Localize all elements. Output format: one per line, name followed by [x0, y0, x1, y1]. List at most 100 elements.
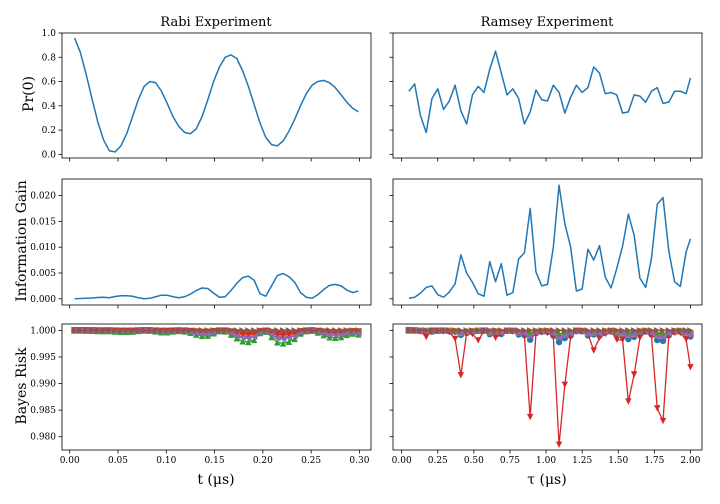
ramsey-bayes-risk-marker — [405, 327, 413, 334]
ramsey-bayes-risk-x-tick-label: 0.75 — [500, 456, 520, 466]
rabi-bayes-risk-marker — [221, 327, 229, 334]
ramsey-bayes-risk-marker — [417, 327, 424, 334]
ramsey-bayes-risk-marker — [687, 331, 694, 338]
rabi-bayes-risk-marker — [239, 338, 246, 345]
rabi-bayes-risk-y-tick-label: 0.980 — [30, 433, 56, 443]
ramsey-pr0-series-line — [408, 50, 692, 134]
ramsey-bayes-risk-series-line — [408, 329, 692, 445]
ramsey-bayes-risk-marker — [596, 330, 603, 338]
rabi-bayes-risk-marker — [326, 334, 333, 341]
rabi-bayes-risk-marker — [326, 327, 333, 334]
ramsey-bayes-risk-marker — [561, 327, 569, 334]
rabi-bayes-risk-marker — [88, 327, 96, 334]
ramsey-bayes-risk-marker — [532, 327, 540, 334]
ramsey-bayes-risk-marker — [665, 330, 672, 337]
ramsey-bayes-risk-marker — [457, 372, 465, 379]
ramsey-bayes-risk-x-tick-label: 1.00 — [536, 456, 556, 466]
rabi-bayes-risk-marker — [274, 335, 281, 342]
info-gain-axis-label: Information Gain — [14, 180, 30, 302]
ramsey-bayes-risk-frame — [392, 323, 703, 451]
ramsey-bayes-risk-marker — [625, 327, 632, 334]
rabi-pr0-plot-area — [73, 37, 359, 153]
rabi-info-gain-y-tick-label: 0.010 — [30, 243, 56, 253]
rabi-bayes-risk-marker — [337, 327, 345, 334]
rabi-bayes-risk-frame — [61, 323, 372, 451]
rabi-bayes-risk-marker — [198, 327, 206, 334]
rabi-bayes-risk-marker — [71, 327, 78, 334]
ramsey-bayes-risk-marker — [578, 327, 586, 334]
ramsey-bayes-risk-marker — [486, 329, 493, 337]
rabi-bayes-risk-marker — [291, 335, 298, 343]
rabi-bayes-risk-marker — [279, 331, 287, 338]
ramsey-bayes-risk-marker — [521, 327, 528, 334]
ramsey-bayes-risk-x-tick-label: 1.25 — [572, 456, 592, 466]
rabi-bayes-risk-marker — [227, 330, 235, 337]
rabi-bayes-risk-marker — [245, 334, 252, 342]
ramsey-title: Ramsey Experiment — [481, 15, 615, 30]
rabi-bayes-risk-marker — [262, 327, 269, 334]
rabi-bayes-risk-marker — [250, 336, 258, 344]
ramsey-bayes-risk-marker — [682, 336, 690, 343]
ramsey-bayes-risk-marker — [642, 327, 649, 334]
ramsey-bayes-risk-marker — [619, 330, 626, 338]
ramsey-bayes-risk-marker — [555, 441, 563, 448]
rabi-bayes-risk-marker — [123, 327, 130, 334]
ramsey-bayes-risk-plot-area — [405, 327, 694, 448]
ramsey-info-gain-frame — [392, 178, 703, 306]
rabi-info-gain-frame — [61, 178, 372, 306]
ramsey-bayes-risk-marker — [619, 327, 626, 334]
rabi-bayes-risk-marker — [250, 333, 258, 340]
rabi-bayes-risk-marker — [204, 332, 212, 339]
rabi-info-gain-y-tick-label: 0.015 — [30, 217, 56, 227]
ramsey-bayes-risk-marker — [538, 327, 545, 334]
rabi-bayes-risk-marker — [268, 331, 275, 338]
ramsey-bayes-risk-marker — [544, 327, 551, 334]
ramsey-bayes-risk-marker — [590, 329, 597, 337]
ramsey-pr0-frame — [392, 32, 703, 159]
ramsey-bayes-risk-marker — [423, 327, 430, 334]
rabi-bayes-risk-marker — [233, 327, 240, 334]
ramsey-bayes-risk-marker — [521, 330, 528, 337]
ramsey-bayes-risk-marker — [550, 327, 557, 334]
rabi-bayes-risk-x-tick-label: 0.10 — [156, 456, 176, 466]
rabi-pr0-y-tick-label: 1.0 — [42, 29, 57, 39]
rabi-info-gain-y-tick-label: 0.005 — [30, 269, 56, 279]
ramsey-bayes-risk-marker — [607, 327, 615, 334]
ramsey-bayes-risk-marker — [625, 398, 632, 405]
rabi-bayes-risk-marker — [100, 327, 107, 334]
rabi-info-gain-y-tick-label: 0.020 — [30, 192, 56, 202]
ramsey-bayes-risk-x-tick-label: 0.50 — [464, 456, 484, 466]
rabi-bayes-risk-marker — [227, 327, 235, 334]
rabi-bayes-risk-marker — [245, 338, 252, 346]
rabi-bayes-risk-marker — [94, 327, 101, 334]
ramsey-bayes-risk-marker — [654, 333, 661, 341]
ramsey-bayes-risk-x-tick-label: 2.00 — [680, 456, 700, 466]
ramsey-bayes-risk-marker — [492, 334, 499, 342]
rabi-bayes-risk-marker — [274, 339, 281, 346]
rabi-bayes-risk-x-tick-label: 0.25 — [301, 456, 321, 466]
rabi-bayes-risk-marker — [285, 338, 293, 346]
ramsey-bayes-risk-marker — [567, 330, 574, 338]
rabi-bayes-risk-panel: 0.00 0.05 0.10 0.15 0.20 0.25 0.30 0.980 0.985 0.… — [30, 323, 372, 466]
rabi-bayes-risk-marker — [216, 327, 223, 334]
ramsey-bayes-risk-marker — [515, 327, 522, 334]
rabi-bayes-risk-marker — [268, 327, 275, 334]
rabi-bayes-risk-marker — [297, 327, 304, 334]
ramsey-bayes-risk-series-triangle-down — [405, 327, 694, 448]
ramsey-bayes-risk-marker — [440, 327, 447, 334]
ramsey-bayes-risk-marker — [659, 417, 667, 425]
ramsey-bayes-risk-marker — [590, 327, 597, 334]
rabi-bayes-risk-marker — [355, 327, 362, 334]
ramsey-bayes-risk-marker — [659, 327, 667, 334]
rabi-bayes-risk-marker — [291, 327, 298, 334]
ramsey-bayes-risk-marker — [659, 334, 667, 341]
ramsey-bayes-risk-marker — [498, 327, 505, 334]
ramsey-bayes-risk-panel: 0.00 0.25 0.50 0.75 1.00 1.25 1.50 1.75 2.00 — [389, 323, 703, 466]
rabi-bayes-risk-marker — [343, 330, 351, 337]
ramsey-bayes-risk-marker — [630, 331, 638, 338]
rabi-title: Rabi Experiment — [160, 15, 272, 30]
rabi-bayes-risk-marker — [135, 327, 142, 334]
ramsey-bayes-risk-marker — [630, 371, 638, 378]
ramsey-bayes-risk-marker — [503, 327, 511, 334]
ramsey-bayes-risk-marker — [671, 327, 678, 334]
